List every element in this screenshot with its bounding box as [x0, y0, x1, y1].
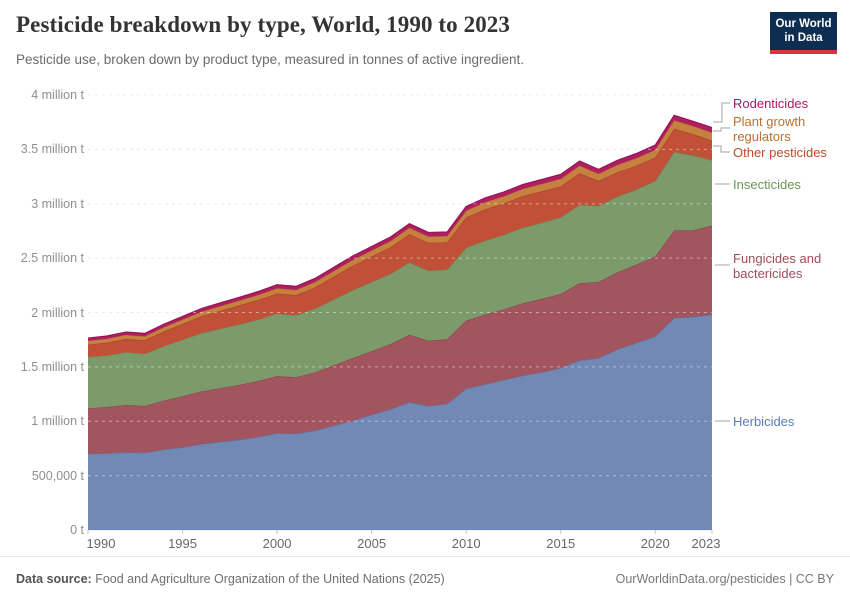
area-insecticides [88, 152, 712, 409]
legend-connector-rodenticides [713, 102, 730, 123]
area-other [88, 128, 712, 358]
legend-item-rodenticides[interactable]: Rodenticides [733, 96, 809, 111]
y-tick-label: 500,000 t [31, 468, 84, 483]
x-tick-label: 2023 [691, 536, 721, 551]
legend-item-pgr[interactable]: Plant growth regulators [733, 114, 806, 144]
x-tick-label: 2005 [357, 536, 387, 551]
y-tick-label: 2 million t [31, 305, 84, 320]
legend-connector-pgr [713, 127, 730, 132]
data-source-note: Data source: Food and Agriculture Organi… [16, 572, 445, 586]
x-tick-label: 1990 [86, 536, 116, 551]
x-tick-label: 2015 [546, 536, 576, 551]
y-tick-label: 1.5 million t [20, 359, 84, 374]
legend-item-insecticides[interactable]: Insecticides [733, 177, 801, 192]
y-tick-label: 4 million t [31, 88, 84, 102]
legend-item-herbicides[interactable]: Herbicides [733, 414, 795, 429]
data-source-label: Data source: [16, 571, 92, 586]
x-tick-label: 2000 [262, 536, 292, 551]
x-tick-label: 2020 [640, 536, 670, 551]
data-source-text: Food and Agriculture Organization of the… [91, 571, 445, 586]
area-herbicides [88, 314, 712, 530]
legend-connector-other [713, 145, 730, 153]
legend-item-other[interactable]: Other pesticides [733, 145, 827, 160]
x-tick-label: 1995 [168, 536, 197, 551]
y-tick-label: 0 t [70, 523, 84, 537]
y-tick-label: 3 million t [31, 196, 84, 211]
y-tick-label: 2.5 million t [20, 251, 84, 266]
chart-footer: Data source: Food and Agriculture Organi… [0, 556, 850, 600]
owid-logo-text: Our World in Data [770, 12, 837, 50]
y-tick-label: 1 million t [31, 414, 84, 429]
y-tick-label: 3.5 million t [20, 142, 84, 157]
owid-url-license[interactable]: OurWorldinData.org/pesticides | CC BY [615, 571, 834, 586]
area-top-line-pgr [87, 119, 713, 342]
owid-logo[interactable]: Our World in Data [770, 12, 837, 54]
owid-logo-accent-bar [770, 49, 837, 54]
page-title: Pesticide breakdown by type, World, 1990… [16, 12, 510, 37]
chart-subtitle: Pesticide use, broken down by product ty… [16, 52, 525, 67]
legend-item-fungicides[interactable]: Fungicides and bactericides [733, 251, 822, 281]
x-tick-label: 2010 [451, 536, 481, 551]
area-top-line-rodenticides [87, 114, 713, 339]
